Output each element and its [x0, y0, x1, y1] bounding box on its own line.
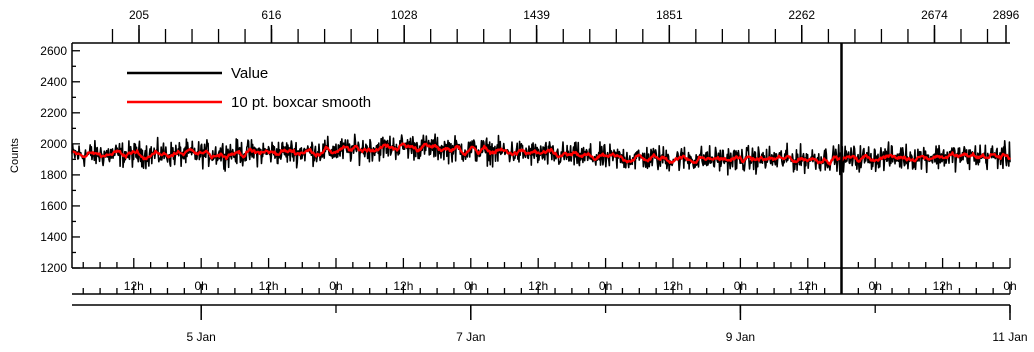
day-tick-label: 7 Jan — [456, 330, 485, 344]
y-tick-label: 1400 — [40, 230, 67, 244]
day-tick-label: 5 Jan — [187, 330, 216, 344]
hour-tick-label: 12h — [663, 279, 683, 293]
hour-tick-label: 0h — [329, 279, 342, 293]
hour-tick-label: 12h — [798, 279, 818, 293]
legend-label-smooth: 10 pt. boxcar smooth — [231, 94, 371, 111]
top-tick-label: 1851 — [656, 8, 683, 22]
hour-tick-label: 0h — [1003, 279, 1016, 293]
legend-label-value: Value — [231, 65, 268, 82]
top-tick-label: 1028 — [391, 8, 418, 22]
top-tick-label: 205 — [129, 8, 149, 22]
hour-tick-label: 0h — [195, 279, 208, 293]
y-tick-label: 2000 — [40, 137, 67, 151]
top-tick-label: 2262 — [788, 8, 815, 22]
top-tick-label: 2896 — [993, 8, 1020, 22]
hour-tick-label: 0h — [869, 279, 882, 293]
hour-tick-label: 0h — [464, 279, 477, 293]
series-line-smooth — [71, 142, 1011, 166]
hour-tick-label: 12h — [124, 279, 144, 293]
top-tick-label: 1439 — [523, 8, 550, 22]
hour-tick-label: 0h — [734, 279, 747, 293]
day-tick-label: 11 Jan — [992, 330, 1027, 344]
series-layer — [71, 133, 1011, 176]
y-tick-label: 1200 — [40, 261, 67, 275]
y-tick-label: 2400 — [40, 75, 67, 89]
legend: Value 10 pt. boxcar smooth — [127, 65, 371, 111]
axes-layer: 1200 1400 1600 1800 2000 2200 2400 2600 Counts 20… — [9, 8, 1028, 344]
hour-tick-label: 12h — [259, 279, 279, 293]
day-tick-label: 9 Jan — [726, 330, 755, 344]
y-tick-label: 1800 — [40, 168, 67, 182]
y-axis-label: Counts — [9, 138, 21, 173]
top-tick-label: 616 — [261, 8, 281, 22]
y-tick-label: 1600 — [40, 199, 67, 213]
hour-tick-label: 12h — [933, 279, 953, 293]
hour-tick-label: 12h — [393, 279, 413, 293]
series-line-value — [71, 133, 1011, 176]
y-tick-label: 2600 — [40, 44, 67, 58]
top-tick-label: 2674 — [921, 8, 948, 22]
hour-tick-label: 0h — [599, 279, 612, 293]
hour-tick-label: 12h — [528, 279, 548, 293]
y-tick-label: 2200 — [40, 106, 67, 120]
